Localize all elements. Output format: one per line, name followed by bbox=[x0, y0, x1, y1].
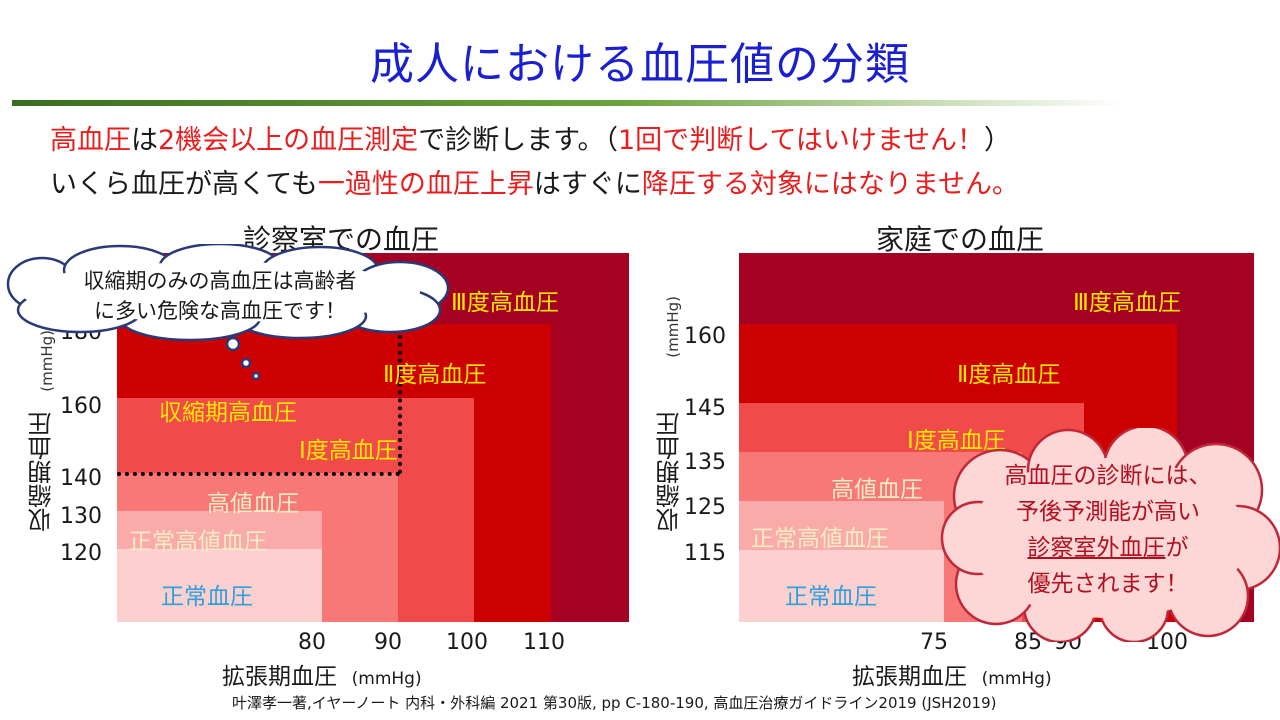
office-x-axis-unit: (mmHg) bbox=[351, 669, 422, 689]
office-label-grade3: Ⅲ度高血圧 bbox=[451, 290, 559, 316]
office-y-tick-120: 120 bbox=[60, 541, 102, 566]
home-label-elevated: 高値血圧 bbox=[831, 477, 923, 503]
home-callout-cloud bbox=[940, 428, 1280, 642]
page-title: 成人における血圧値の分類 bbox=[370, 39, 910, 90]
home-y-tick-125: 125 bbox=[684, 495, 726, 520]
office-x-tick-100: 100 bbox=[446, 630, 488, 655]
line1-segment-4: 1回で判断してはいけません！ bbox=[618, 125, 985, 156]
line1-segment-5: ） bbox=[984, 125, 1012, 156]
office-isolated-boundary-h bbox=[117, 472, 400, 476]
line1-segment-1: は bbox=[131, 125, 158, 156]
home-chart-title: 家庭での血圧 bbox=[876, 223, 1045, 256]
office-chart-plot: Ⅲ度高血圧 Ⅱ度高血圧 収縮期高血圧 Ⅰ度高血圧 高値血圧 正常高値血圧 正常血… bbox=[117, 253, 629, 622]
line2-segment-0: いくら血圧が高くても bbox=[50, 169, 318, 200]
office-callout-line-1: 収縮期のみの高血圧は高齢者 bbox=[83, 269, 357, 293]
home-x-axis-title: 拡張期血圧 bbox=[852, 664, 967, 690]
office-x-axis-label: 拡張期血圧 (mmHg) bbox=[222, 657, 422, 691]
office-x-tick-80: 80 bbox=[298, 630, 326, 655]
intro-line-2: いくら血圧が高くても一過性の血圧上昇はすぐに降圧する対象にはなりません。 bbox=[50, 162, 1019, 201]
home-callout-particle: が bbox=[1165, 535, 1189, 561]
home-label-grade1: Ⅰ度高血圧 bbox=[907, 428, 1006, 454]
office-label-high-normal: 正常高値血圧 bbox=[129, 529, 267, 555]
office-x-tick-110: 110 bbox=[523, 630, 565, 655]
line2-segment-1: 一過性の血圧上昇 bbox=[317, 169, 534, 200]
home-x-axis-unit: (mmHg) bbox=[981, 669, 1052, 689]
office-x-tick-90: 90 bbox=[374, 630, 402, 655]
home-y-tick-135: 135 bbox=[684, 450, 726, 475]
office-label-grade2: Ⅱ度高血圧 bbox=[383, 362, 487, 388]
home-y-axis-unit: (mmHg) bbox=[664, 296, 682, 358]
office-label-elevated: 高値血圧 bbox=[207, 491, 299, 517]
intro-line-1: 高血圧は2機会以上の血圧測定で診断します。（1回で判断してはいけません！） bbox=[50, 118, 1011, 157]
office-y-tick-130: 130 bbox=[60, 504, 102, 529]
home-callout-emphasis: 診察室外血圧 bbox=[1027, 535, 1166, 561]
office-callout-text: 収縮期のみの高血圧は高齢者 に多い危険な高血圧です！ bbox=[20, 266, 420, 326]
home-callout-line-3: 診察室外血圧が bbox=[958, 530, 1258, 566]
office-y-axis-label: 収縮期血圧 bbox=[28, 412, 56, 532]
office-x-axis-title: 拡張期血圧 bbox=[222, 664, 337, 690]
line1-segment-2: 2機会以上の血圧測定 bbox=[158, 125, 419, 156]
office-y-tick-160: 160 bbox=[60, 394, 102, 419]
home-x-tick-75: 75 bbox=[920, 630, 948, 655]
office-zone-normal bbox=[117, 549, 322, 622]
home-callout-text: 高血圧の診断には、 予後予測能が高い 診察室外血圧が 優先されます！ bbox=[958, 458, 1258, 602]
office-isolated-boundary-v bbox=[398, 311, 402, 474]
office-y-tick-140: 140 bbox=[60, 466, 102, 491]
citation: 叶澤孝一著,イヤーノート 内科・外科編 2021 第30版, pp C-180-… bbox=[232, 694, 997, 712]
line1-segment-0: 高血圧 bbox=[50, 125, 131, 156]
home-y-tick-145: 145 bbox=[684, 396, 726, 421]
home-y-tick-115: 115 bbox=[684, 541, 726, 566]
home-y-axis-label: 収縮期血圧 bbox=[656, 412, 684, 532]
home-x-axis-label: 拡張期血圧 (mmHg) bbox=[852, 657, 1052, 691]
home-label-grade2: Ⅱ度高血圧 bbox=[957, 362, 1061, 388]
office-callout-bubble bbox=[6, 244, 450, 381]
office-label-normal: 正常血圧 bbox=[161, 584, 253, 610]
home-y-tick-160: 160 bbox=[684, 324, 726, 349]
home-zone-normal bbox=[739, 550, 944, 622]
home-label-high-normal: 正常高値血圧 bbox=[751, 526, 889, 552]
line1-segment-3: で診断します。（ bbox=[418, 125, 618, 156]
line2-segment-3: 降圧する対象にはなりません。 bbox=[641, 169, 1020, 200]
line2-segment-2: はすぐに bbox=[533, 169, 642, 200]
title-underline bbox=[12, 100, 1122, 106]
home-label-grade3: Ⅲ度高血圧 bbox=[1073, 290, 1181, 316]
office-label-grade1: Ⅰ度高血圧 bbox=[299, 438, 398, 464]
home-callout-line-4: 優先されます！ bbox=[1027, 571, 1189, 597]
home-callout-line-2: 予後予測能が高い bbox=[1016, 499, 1200, 525]
home-label-normal: 正常血圧 bbox=[785, 584, 877, 610]
office-callout-line-2: に多い危険な高血圧です！ bbox=[94, 299, 346, 323]
home-callout-line-1: 高血圧の診断には、 bbox=[1004, 463, 1212, 489]
office-label-isolated: 収縮期高血圧 bbox=[159, 400, 297, 426]
